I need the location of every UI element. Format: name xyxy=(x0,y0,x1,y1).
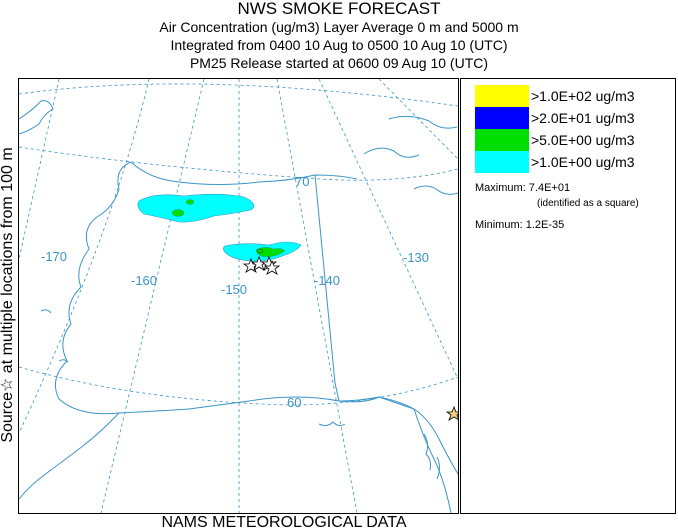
meteorological-data-label: NAMS METEOROLOGICAL DATA xyxy=(161,514,407,531)
panhandle-coast xyxy=(413,408,452,513)
latitude-line-upper xyxy=(19,83,458,107)
legend-label: >1.0E+02 ug/m3 xyxy=(531,88,635,104)
alaska-canada-border xyxy=(314,174,340,402)
legend-item: >1.0E+02 ug/m3 xyxy=(475,85,635,107)
legend-swatch-blue xyxy=(475,107,529,129)
meridian-180 xyxy=(19,79,60,260)
latitude-line-60 xyxy=(19,366,458,406)
max-concentration-square xyxy=(256,248,264,254)
gulf-coast xyxy=(338,396,458,475)
lon-170-label: -170 xyxy=(41,249,67,264)
legend-item: >5.0E+00 ug/m3 xyxy=(475,129,635,151)
smoke-plume-central xyxy=(223,241,302,262)
meridian-130 xyxy=(318,79,458,380)
minimum-value: Minimum: 1.2E-35 xyxy=(475,219,565,231)
forecast-title: NWS SMOKE FORECAST xyxy=(237,0,441,18)
plume-cyan xyxy=(137,193,255,223)
maximum-note: (identified as a square) xyxy=(537,198,639,209)
release-start: PM25 Release started at 0600 09 Aug 10 (… xyxy=(189,55,489,71)
lon-140-label: -140 xyxy=(314,273,340,288)
integration-period: Integrated from 0400 10 Aug to 0500 10 A… xyxy=(170,37,508,53)
lon-130-label: -130 xyxy=(403,250,429,265)
plume-green xyxy=(185,199,195,205)
source-height-label: Source☆ at multiple locations from 100 m xyxy=(0,147,16,443)
map-panel: 70 60 -170 -160 -150 -140 -130 xyxy=(18,78,459,514)
fire-sources xyxy=(242,255,458,421)
latitude-line-70 xyxy=(19,146,458,181)
legend-swatch-yellow xyxy=(475,85,529,107)
panhandle-border xyxy=(338,396,415,410)
legend-item: >1.0E+00 ug/m3 xyxy=(475,151,635,173)
legend-label: >5.0E+00 ug/m3 xyxy=(531,132,635,148)
legend-label: >2.0E+01 ug/m3 xyxy=(531,110,635,126)
meridian-170 xyxy=(19,79,150,434)
arctic-coast xyxy=(130,161,358,185)
meridian-120 xyxy=(378,79,458,160)
plume-green xyxy=(171,209,185,217)
island xyxy=(58,359,69,363)
border xyxy=(314,174,415,410)
arctic-island xyxy=(413,185,458,195)
island xyxy=(436,456,440,480)
legend-panel: >1.0E+02 ug/m3 >2.0E+01 ug/m3 >5.0E+00 u… xyxy=(460,78,676,514)
lat-70-label: 70 xyxy=(295,174,309,189)
graticule xyxy=(19,79,458,513)
concentration-description: Air Concentration (ug/m3) Layer Average … xyxy=(159,19,519,35)
meridian-160 xyxy=(100,79,205,513)
arctic-island xyxy=(388,115,458,129)
legend-swatch-green xyxy=(475,129,529,151)
alaska-map: 70 60 -170 -160 -150 -140 -130 xyxy=(19,79,458,513)
lat-60-label: 60 xyxy=(287,395,301,410)
arctic-island xyxy=(363,147,420,158)
plume-green xyxy=(255,247,286,258)
lon-150-label: -150 xyxy=(221,282,247,297)
source-star xyxy=(445,405,458,421)
alaska-peninsula xyxy=(19,412,120,500)
island xyxy=(423,433,431,471)
maximum-value: Maximum: 7.4E+01 xyxy=(475,182,571,194)
legend-label: >1.0E+00 ug/m3 xyxy=(531,154,635,170)
meridian-140 xyxy=(276,79,358,513)
legend-swatch-cyan xyxy=(475,151,529,173)
smoke-plume-west xyxy=(137,193,255,223)
source-star xyxy=(263,259,281,275)
lon-160-label: -160 xyxy=(131,273,157,288)
island xyxy=(318,421,346,427)
legend-item: >2.0E+01 ug/m3 xyxy=(475,107,635,129)
island xyxy=(40,309,52,314)
coastline xyxy=(19,100,458,513)
chukotka-coast xyxy=(19,100,54,135)
